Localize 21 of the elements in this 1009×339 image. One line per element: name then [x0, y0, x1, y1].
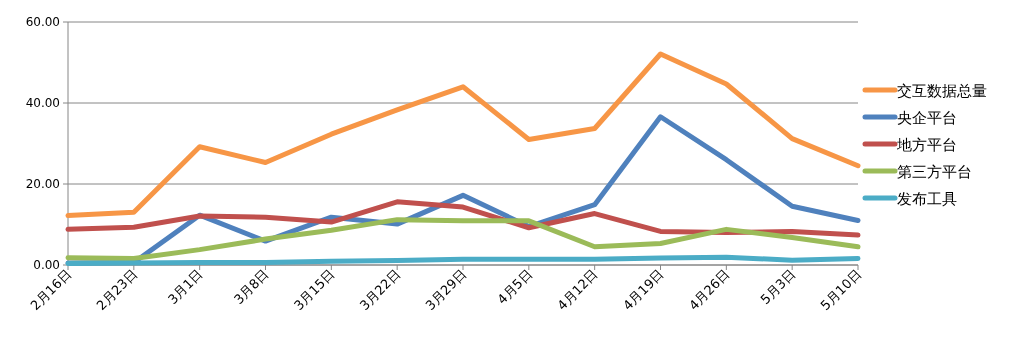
legend-label: 央企平台 — [897, 109, 957, 127]
y-tick-label: 60.00 — [25, 15, 60, 29]
x-tick-label: 5月3日 — [757, 266, 799, 308]
x-tick-label: 5月10日 — [817, 266, 865, 314]
legend-label: 第三方平台 — [897, 163, 972, 181]
x-tick-label: 3月8日 — [230, 266, 272, 308]
x-tick-label: 4月19日 — [620, 266, 667, 314]
x-tick-label: 3月1日 — [165, 266, 206, 308]
x-tick-label: 4月26日 — [685, 266, 733, 314]
legend-label: 发布工具 — [897, 190, 957, 208]
legend-label: 地方平台 — [896, 136, 957, 154]
x-tick-label: 3月15日 — [290, 266, 338, 314]
x-tick-label: 4月12日 — [554, 266, 601, 314]
x-tick-label: 3月29日 — [422, 266, 470, 314]
x-tick-label: 2月23日 — [93, 266, 140, 314]
legend-label: 交互数据总量 — [897, 82, 987, 100]
y-tick-label: 20.00 — [25, 177, 60, 191]
y-tick-label: 40.00 — [25, 96, 60, 110]
x-tick-label: 4月5日 — [494, 266, 535, 308]
x-tick-label: 3月22日 — [356, 266, 404, 314]
y-tick-label: 0.00 — [33, 258, 60, 272]
